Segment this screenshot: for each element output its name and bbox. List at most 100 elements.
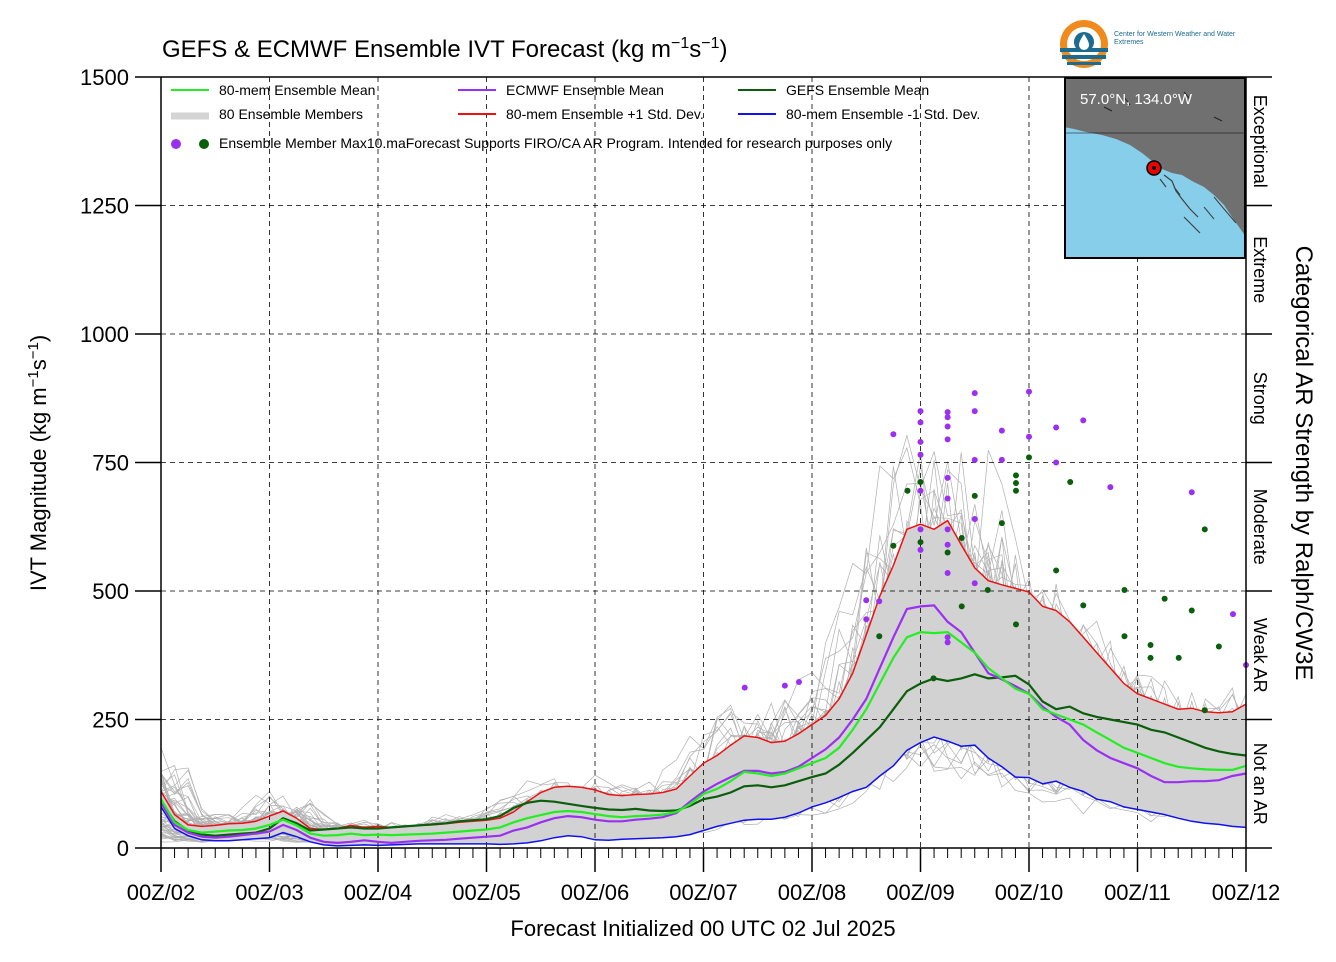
x-tick-label: 00Z/03 [235,880,304,905]
ecmwf-member-max-dot [971,580,978,587]
logo-text: Center for Western Weather and Water Ext… [1114,31,1236,46]
gefs-member-max-dot [1053,567,1060,574]
ecmwf-member-max-dot [944,639,951,646]
x-axis-label: Forecast Initialized 00 UTC 02 Jul 2025 [510,916,895,941]
chart-title: GEFS & ECMWF Ensemble IVT Forecast (kg m… [162,35,728,63]
series-lines [160,519,1247,847]
gefs-member-max-dot [1121,586,1128,593]
ecmwf-member-max-dot [917,526,924,533]
ecmwf-member-max-dot [795,678,802,685]
ecmwf-member-max-dot [971,408,978,415]
gefs-member-max-dot [958,535,965,542]
ecmwf-member-max-dot [917,419,924,426]
gefs-member-max-dot [1147,654,1154,661]
x-tick-label: 00Z/12 [1212,880,1281,905]
ecmwf-member-max-dot [944,474,951,481]
ecmwf-member-max-dot [944,414,951,421]
x-tick-label: 00Z/04 [344,880,413,905]
y-tick-label: 0 [117,836,129,861]
series-line [160,736,1247,847]
gefs-member-max-dot [904,487,911,494]
right-axis-label: Categorical AR Strength by Ralph/CW3E [1290,246,1317,681]
ecmwf-member-max-dot [1026,433,1032,440]
gefs-member-max-dot [1147,641,1154,648]
gefs-member-max-dot [917,539,924,546]
ecmwf-member-max-dot [971,456,978,463]
gefs-member-max-dot [984,586,991,593]
ecmwf-member-max-dot [1080,417,1087,424]
ecmwf-member-max-dot [741,684,748,691]
ecmwf-member-max-dot [917,438,924,445]
gefs-member-max-dot [876,633,883,640]
ecmwf-member-max-dot [1026,388,1032,395]
series-line [160,673,1247,837]
ecmwf-member-max-dot [1107,484,1114,491]
ecmwf-member-max-dot [944,570,951,577]
ecmwf-member-max-dot [944,541,951,548]
series-line [160,630,1247,837]
ecmwf-member-max-dot [876,598,883,605]
spread-band [161,520,1246,846]
cw3e-logo-icon [1060,20,1108,68]
gefs-member-max-dot [1215,643,1222,650]
legend-label: 80-mem Ensemble Mean [219,82,375,98]
y-tick-label: 1500 [80,65,129,90]
gefs-member-max-dot [1161,595,1168,602]
gefs-member-max-dot [1201,526,1208,533]
category-label: Exceptional [1250,95,1270,188]
legend-label: GEFS Ensemble Mean [786,82,929,98]
y-tick-label: 750 [92,451,129,476]
ecmwf-member-max-dot [971,390,978,397]
x-tick-label: 00Z/05 [452,880,521,905]
gefs-member-max-dot [971,492,978,499]
ecmwf-member-max-dot [998,427,1005,434]
ecmwf-member-max-dot [1053,459,1060,466]
category-label: Moderate [1250,489,1270,565]
gefs-member-max-dot [958,603,965,610]
gefs-member-max-dot [1175,654,1182,661]
y-tick-label: 1250 [80,194,129,219]
y-tick-label: 250 [92,708,129,733]
gefs-member-max-dot [1067,479,1074,486]
gefs-member-max-dot [1188,607,1195,614]
x-tick-label: 00Z/07 [669,880,738,905]
ecmwf-member-max-dot [917,408,924,415]
series-line [160,604,1247,845]
y-tick-label: 500 [92,579,129,604]
ecmwf-member-max-dot [863,597,870,604]
legend-dots-label: Ensemble Member Max10.maForecast Support… [219,135,892,151]
gefs-member-max-dot [1121,633,1128,640]
inset-map: 57.0°N, 134.0°W [1064,77,1246,259]
gefs-member-max-dot [1012,621,1019,628]
cw3e-logo: Center for Western Weather and Water Ext… [1058,18,1258,74]
x-tick-label: 00Z/10 [995,880,1064,905]
legend-label: 80 Ensemble Members [219,106,363,122]
category-label: Weak AR [1250,618,1270,693]
ecmwf-member-max-dot [1229,611,1236,618]
gefs-member-max-dot [1012,487,1019,494]
category-label: Not an AR [1250,743,1270,825]
ecmwf-member-max-dot [917,487,924,494]
x-tick-label: 00Z/06 [561,880,630,905]
legend-gefs-dot [199,139,209,149]
x-tick-label: 00Z/02 [127,880,196,905]
gefs-member-max-dot [944,549,951,556]
ecmwf-member-max-dot [944,423,951,430]
gefs-member-max-dot [917,479,924,486]
legend-label: ECMWF Ensemble Mean [506,82,664,98]
ecmwf-member-max-dot [917,451,924,458]
inset-location-label: 57.0°N, 134.0°W [1080,91,1193,108]
ecmwf-member-max-dot [917,546,924,553]
gefs-member-max-dot [1026,454,1032,461]
ecmwf-member-max-dot [944,436,951,443]
category-label: Strong [1250,372,1270,425]
ecmwf-member-max-dot [944,634,951,641]
x-tick-label: 00Z/11 [1104,880,1171,905]
ecmwf-member-max-dot [944,495,951,502]
category-label: Extreme [1250,236,1270,303]
gefs-member-max-dot [930,675,937,682]
ecmwf-member-max-dot [1188,489,1195,496]
ecmwf-member-max-dot [971,516,978,523]
legend-ecmwf-dot [171,139,181,149]
y-tick-label: 1000 [80,322,129,347]
